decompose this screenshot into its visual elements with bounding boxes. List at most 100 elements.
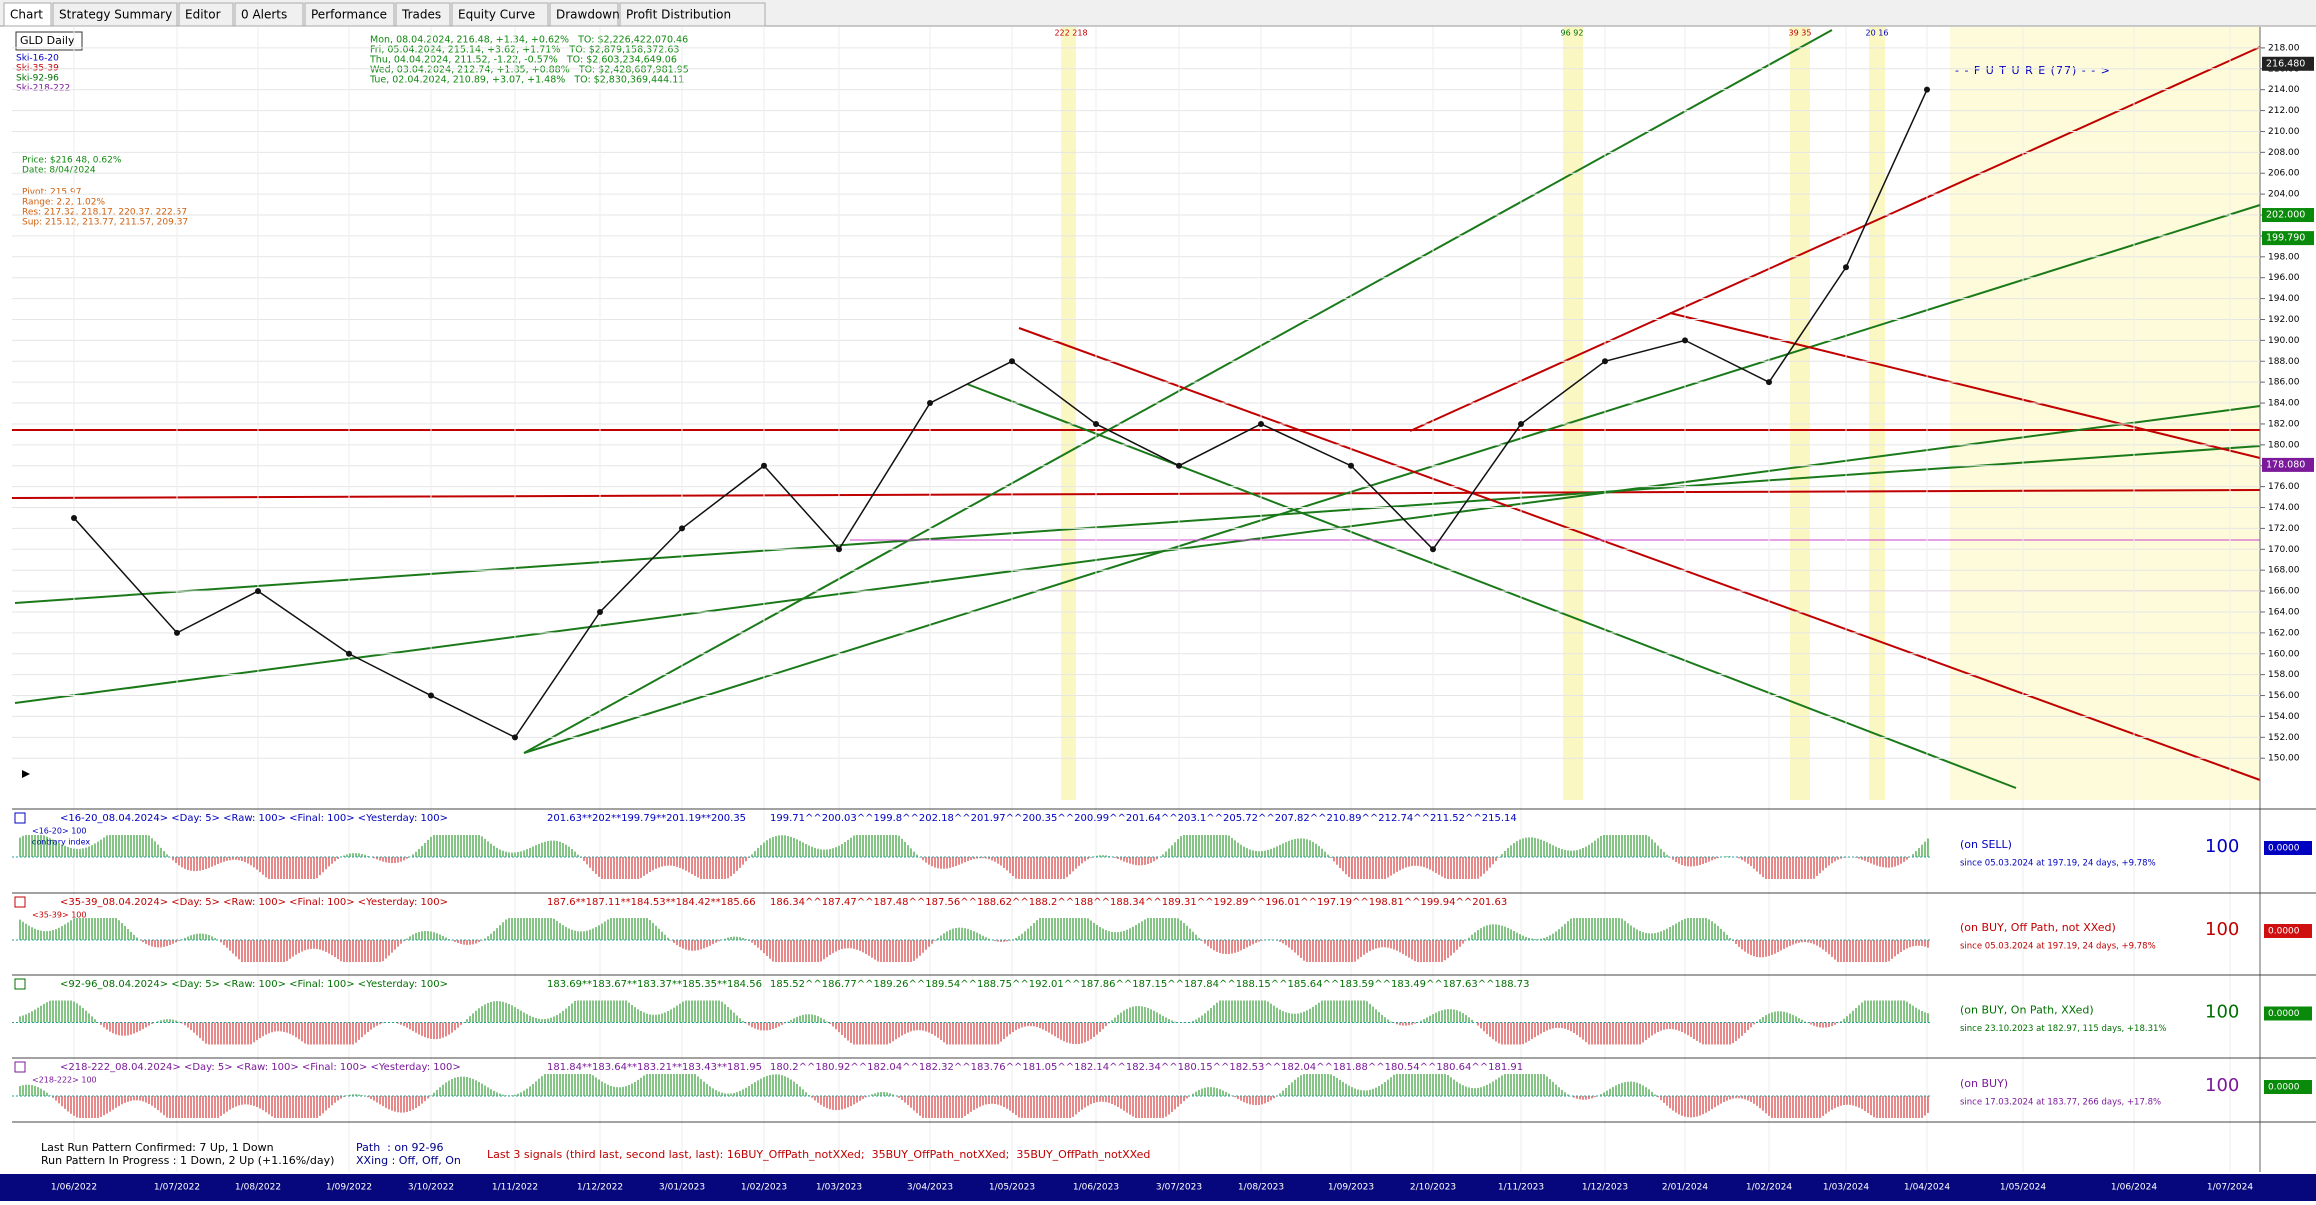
since-text: since 17.03.2024 at 183.77, 266 days, +1… [1960, 1098, 2161, 1108]
tab[interactable] [549, 2, 619, 27]
value-box [2264, 1006, 2312, 1021]
y-tick-label: 168.00 [2268, 566, 2300, 576]
y-tick-label: 156.00 [2268, 691, 2300, 701]
tab[interactable] [451, 2, 549, 27]
x-tick-label: 1/03/2024 [1823, 1183, 1869, 1193]
tab-label[interactable]: Trades [401, 8, 441, 22]
price-point [71, 514, 77, 521]
value-box [2264, 841, 2312, 855]
tab-label[interactable]: Performance [311, 8, 387, 22]
panel-values: 181.84**183.64**183.21**183.43**181.95 [547, 1062, 762, 1073]
y-tick-label: 184.00 [2268, 399, 2300, 409]
price-point [1348, 462, 1354, 469]
panel-values: 185.52^^186.77^^189.26^^189.54^^188.75^^… [770, 979, 1529, 990]
score: 100 [2205, 919, 2239, 940]
future-label: - - F U T U R E (77) - - > [1955, 64, 2111, 77]
tab-label[interactable]: Editor [185, 8, 221, 22]
y-tick-label: 190.00 [2268, 336, 2300, 346]
tab[interactable] [178, 2, 234, 27]
x-tick-label: 1/02/2023 [741, 1183, 787, 1193]
y-tick-label: 186.00 [2268, 378, 2300, 388]
x-tick-label: 1/12/2022 [577, 1183, 623, 1193]
x-tick-label: 1/08/2023 [1238, 1183, 1284, 1193]
x-tick-label: 1/06/2024 [2111, 1183, 2157, 1193]
status-text: Last 3 signals (third last, second last,… [487, 1148, 1150, 1161]
cycle-column [1563, 27, 1583, 800]
quote-line: Thu, 04.04.2024, 211.52, -1.22, -0.57% T… [369, 55, 677, 66]
tab[interactable] [52, 2, 178, 27]
panel-header: <218-222_08.04.2024> <Day: 5> <Raw: 100>… [60, 1062, 461, 1073]
play-icon [22, 770, 30, 778]
price-point [428, 692, 434, 699]
y-tick-label: 164.00 [2268, 607, 2300, 617]
x-tick-label: 1/07/2024 [2207, 1183, 2253, 1193]
x-tick-label: 1/06/2022 [51, 1183, 97, 1193]
tab-label[interactable]: Chart [10, 8, 43, 22]
price-point [1009, 358, 1015, 365]
tab-label[interactable]: Equity Curve [458, 8, 535, 22]
tab[interactable] [395, 2, 451, 27]
price-line [73, 89, 1928, 739]
x-tick-label: 1/11/2022 [492, 1183, 538, 1193]
x-tick-label: 1/05/2024 [2000, 1183, 2046, 1193]
panel-header: <16-20_08.04.2024> <Day: 5> <Raw: 100> <… [60, 813, 448, 824]
tab[interactable] [3, 2, 52, 27]
price-badge-label: 199.790 [2266, 233, 2305, 244]
panel-header: <35-39_08.04.2024> <Day: 5> <Raw: 100> <… [60, 897, 448, 908]
tab-label[interactable]: Strategy Summary [59, 8, 172, 22]
status-text: XXing : Off, Off, On [356, 1154, 461, 1167]
price-point [512, 734, 518, 741]
panel-sub: <16-20> 100 [32, 827, 86, 836]
value-box [2264, 1080, 2312, 1094]
panel-values: 183.69**183.67**183.37**185.35**184.56 [547, 979, 762, 990]
score: 100 [2205, 1075, 2239, 1096]
y-tick-label: 152.00 [2268, 733, 2300, 743]
price-axis [2260, 27, 2316, 800]
status-text: Run Pattern In Progress : 1 Down, 2 Up (… [41, 1154, 334, 1167]
price-point [1430, 546, 1436, 553]
price-info: Price: $216.48, 0.62% [22, 156, 122, 166]
tab-label[interactable]: Profit Distribution [626, 8, 731, 22]
legend-item: Ski-218-222 [16, 84, 70, 94]
price-badge [2262, 56, 2314, 71]
tab[interactable] [234, 2, 304, 27]
price-point [346, 650, 352, 657]
status-text: Path : on 92-96 [356, 1141, 444, 1154]
y-tick-label: 182.00 [2268, 419, 2300, 429]
y-tick-label: 214.00 [2268, 85, 2300, 95]
value-box [2264, 924, 2312, 938]
y-tick-label: 150.00 [2268, 754, 2300, 764]
price-point [1176, 462, 1182, 469]
quote-line: Tue, 02.04.2024, 210.89, +3.07, +1.48% T… [369, 75, 684, 86]
panel-values: 186.34^^187.47^^187.48^^187.56^^188.62^^… [770, 897, 1507, 908]
x-tick-label: 1/03/2023 [816, 1183, 862, 1193]
collapse-icon[interactable] [14, 812, 26, 824]
tab-label[interactable]: 0 Alerts [241, 8, 287, 22]
value-box-label: 0.0000 [2268, 927, 2300, 937]
signal-text: (on SELL) [1960, 838, 2012, 851]
trend-line [14, 445, 2261, 604]
collapse-icon[interactable] [14, 1061, 26, 1073]
x-tick-label: 2/10/2023 [1410, 1183, 1456, 1193]
y-tick-label: 158.00 [2268, 670, 2300, 680]
collapse-icon[interactable] [14, 978, 26, 990]
tab[interactable] [304, 2, 395, 27]
x-tick-label: 1/09/2022 [326, 1183, 372, 1193]
price-point [1518, 420, 1524, 427]
tab-label[interactable]: Drawdown [556, 8, 620, 22]
price-badge [2262, 231, 2314, 246]
x-tick-label: 1/04/2024 [1904, 1183, 1950, 1193]
y-tick-label: 218.00 [2268, 43, 2300, 53]
x-tick-label: 1/02/2024 [1746, 1183, 1792, 1193]
x-tick-label: 3/01/2023 [659, 1183, 705, 1193]
y-tick-label: 176.00 [2268, 482, 2300, 492]
tab[interactable] [619, 2, 766, 27]
y-tick-label: 208.00 [2268, 148, 2300, 158]
price-badge [2262, 208, 2314, 223]
price-point [1093, 420, 1099, 427]
panel-values: 187.6**187.11**184.53**184.42**185.66 [547, 897, 756, 908]
quote-line: Mon, 08.04.2024, 216.48, +1.34, +0.62% T… [370, 35, 688, 46]
y-tick-label: 198.00 [2268, 252, 2300, 262]
collapse-icon[interactable] [14, 896, 26, 908]
x-tick-label: 1/11/2023 [1498, 1183, 1544, 1193]
